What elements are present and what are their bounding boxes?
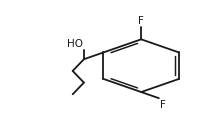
Text: HO: HO bbox=[67, 39, 82, 49]
Text: F: F bbox=[137, 16, 143, 26]
Text: F: F bbox=[159, 100, 165, 110]
